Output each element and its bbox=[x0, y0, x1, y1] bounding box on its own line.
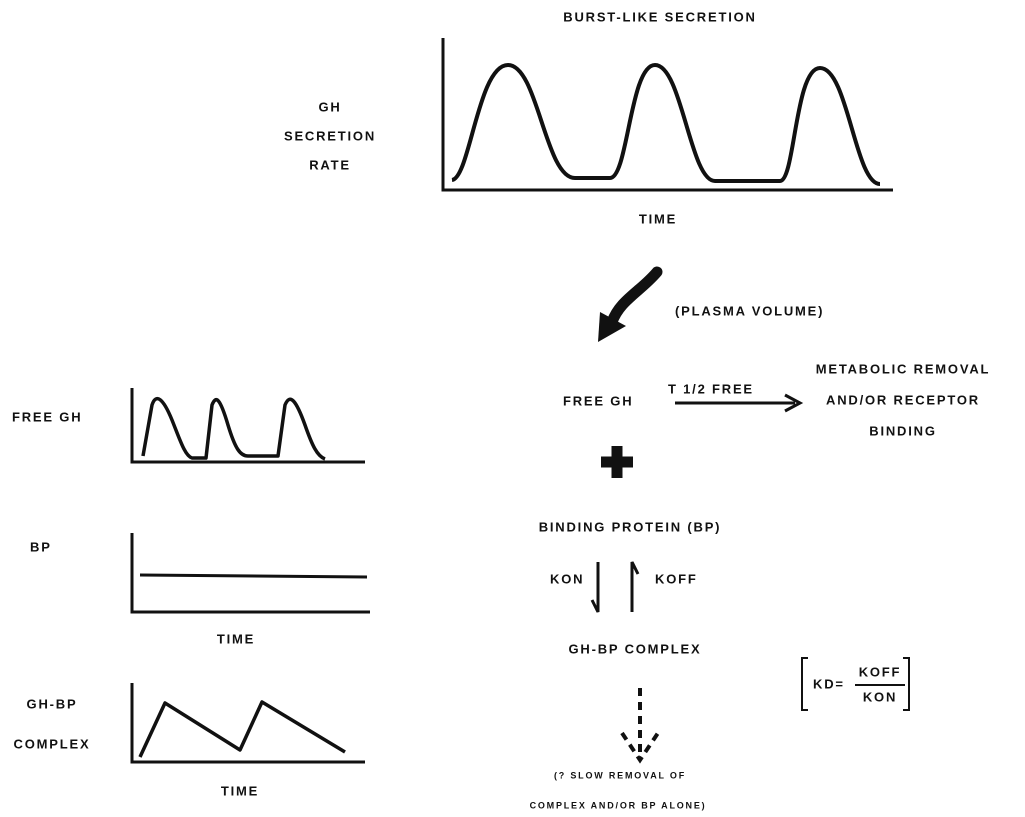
y-label: FREE GH bbox=[12, 409, 82, 424]
axes bbox=[130, 533, 370, 614]
axes bbox=[130, 388, 365, 464]
complex-curve bbox=[138, 700, 346, 758]
arrow-head bbox=[598, 312, 626, 342]
secretion-curve bbox=[451, 63, 881, 186]
y-label: GH bbox=[318, 99, 341, 114]
kd-numerator: KOFF bbox=[859, 664, 902, 679]
arrow-head bbox=[784, 393, 804, 413]
kon-label: KON bbox=[550, 571, 584, 586]
slow-removal-label: (? SLOW REMOVAL OF bbox=[554, 770, 686, 780]
volume-label: (PLASMA VOLUME) bbox=[675, 303, 824, 318]
koff-label: KOFF bbox=[655, 571, 698, 586]
panel-title: BURST-LIKE SECRETION bbox=[563, 9, 756, 24]
removal-label: BINDING bbox=[869, 423, 937, 438]
free-gh-curve bbox=[141, 396, 326, 461]
half-life-label: T 1/2 FREE bbox=[668, 381, 754, 396]
kd-label: KD= bbox=[813, 676, 845, 691]
bracket bbox=[801, 657, 910, 711]
removal-label: AND/OR RECEPTOR bbox=[826, 392, 980, 407]
y-label: RATE bbox=[309, 157, 351, 172]
removal-label: METABOLIC REMOVAL bbox=[816, 361, 991, 376]
binding-protein-label: BINDING PROTEIN (BP) bbox=[539, 519, 722, 534]
y-label: GH-BP bbox=[27, 696, 78, 711]
x-label: TIME bbox=[217, 631, 255, 646]
bp-line bbox=[139, 573, 368, 579]
complex-label: GH-BP COMPLEX bbox=[569, 641, 702, 656]
slow-removal-label: COMPLEX AND/OR BP ALONE) bbox=[530, 800, 707, 810]
plus-sign bbox=[601, 446, 633, 478]
kd-denominator: KON bbox=[863, 689, 897, 704]
dashed-arrow bbox=[620, 688, 660, 764]
axes bbox=[130, 683, 365, 764]
y-label: COMPLEX bbox=[14, 736, 91, 751]
free-gh-label: FREE GH bbox=[563, 393, 633, 408]
y-label: SECRETION bbox=[284, 128, 376, 143]
x-label: TIME bbox=[639, 211, 677, 226]
down-arrow bbox=[590, 562, 600, 613]
curved-arrow bbox=[606, 266, 663, 328]
axes bbox=[441, 38, 893, 192]
y-label: BP bbox=[30, 539, 52, 554]
up-arrow bbox=[630, 561, 640, 612]
x-label: TIME bbox=[221, 783, 259, 798]
